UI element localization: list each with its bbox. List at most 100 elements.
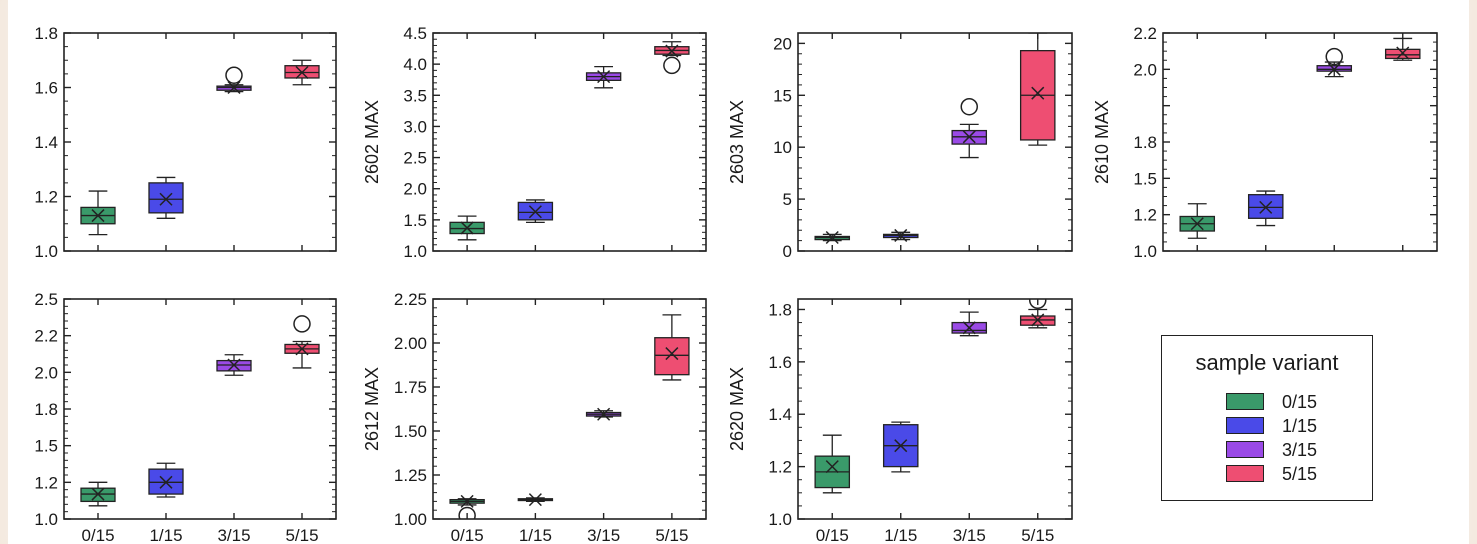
mean-marker (597, 407, 611, 421)
y-tick-label: 1.5 (403, 211, 427, 230)
y-tick-label: 1.6 (768, 353, 792, 372)
mean-marker (665, 347, 679, 361)
legend-label: 0/15 (1282, 392, 1318, 412)
y-tick-label: 2.2 (34, 327, 58, 346)
mean-marker (962, 130, 976, 144)
y-tick-label: 1.50 (394, 422, 427, 441)
y-tick-label: 1.8 (34, 24, 58, 43)
box-0/15 (449, 215, 485, 241)
box-5/15 (1019, 33, 1056, 146)
box-5/15 (284, 59, 320, 86)
y-axis-label: 2612 MAX (362, 367, 382, 451)
y-axis-label: 2610 MAX (1092, 100, 1112, 184)
outlier-point (663, 56, 681, 75)
y-tick-label: 1.8 (768, 300, 792, 319)
legend-label: 1/15 (1282, 416, 1318, 436)
mean-marker (1396, 46, 1410, 60)
chart-panel: 1.00 1.25 1.50 1.75 2.00 2.25 0/15 1/15 3/15 5/15… (362, 290, 707, 544)
mean-marker (1259, 200, 1273, 214)
mean-marker (159, 192, 173, 206)
box-0/15 (1179, 203, 1216, 239)
y-tick-label: 0 (783, 242, 792, 261)
data-layer (814, 33, 1056, 245)
x-tick-label: 3/15 (953, 526, 986, 544)
y-tick-label: 20 (773, 34, 792, 53)
plot-frame (432, 298, 707, 520)
y-tick-label: 10 (773, 138, 792, 157)
box-1/15 (517, 199, 554, 223)
x-tick-label: 5/15 (285, 526, 318, 544)
y-tick-label: 1.25 (394, 466, 427, 485)
mean-marker (597, 70, 611, 84)
box-0/15 (814, 434, 851, 494)
mean-marker (665, 44, 679, 58)
legend-label: 3/15 (1282, 440, 1318, 460)
plot-frame (797, 32, 1073, 252)
mean-marker (91, 209, 105, 223)
y-axis-label: 2603 MAX (727, 100, 747, 184)
plot-frame (797, 298, 1073, 520)
y-tick-label: 1.4 (34, 133, 58, 152)
y-tick-label: 1.0 (34, 242, 58, 261)
y-axis-label: 2602 MAX (362, 100, 382, 184)
box-1/15 (882, 421, 919, 473)
y-tick-label: 1.5 (1133, 169, 1157, 188)
mean-marker (825, 460, 839, 474)
y-tick-label: 1.2 (34, 188, 58, 207)
y-tick-label: 1.0 (1133, 242, 1157, 261)
data-layer (1179, 37, 1421, 239)
x-tick-label: 5/15 (1021, 526, 1054, 544)
box-3/15 (1316, 47, 1353, 78)
box-3/15 (216, 66, 252, 95)
mean-marker (894, 439, 908, 453)
y-tick-label: 2.2 (1133, 24, 1157, 43)
data-layer (449, 41, 690, 241)
data-layer (814, 299, 1056, 494)
y-tick-label: 1.0 (403, 242, 427, 261)
mean-marker (460, 221, 474, 235)
y-tick-label: 1.00 (394, 510, 427, 529)
box-1/15 (517, 493, 554, 507)
x-tick-label: 1/15 (884, 526, 917, 544)
y-tick-label: 1.6 (34, 79, 58, 98)
y-tick-label: 1.5 (34, 437, 58, 456)
box-5/15 (1019, 299, 1056, 329)
box-3/15 (585, 407, 622, 421)
box-0/15 (80, 481, 116, 507)
box-0/15 (449, 494, 485, 519)
x-tick-label: 3/15 (217, 526, 250, 544)
y-tick-label: 3.0 (403, 117, 427, 136)
chart-panel: 1.0 1.2 1.5 1.8 2.0 2.2 2610 MAX (1092, 24, 1438, 261)
chart-panel: 1.0 1.2 1.4 1.6 1.8 0/15 1/15 3/15 5/15 2620 MAX (727, 298, 1073, 544)
box-iqr (148, 182, 184, 214)
y-tick-label: 4.5 (403, 24, 427, 43)
mean-marker (295, 65, 309, 80)
mean-marker (1190, 217, 1204, 231)
y-tick-label: 2.5 (34, 290, 58, 309)
mean-marker (528, 205, 542, 219)
chart-panel: 1.0 1.5 2.0 2.5 3.0 3.5 4.0 4.5 2602 MAX (362, 24, 707, 261)
y-tick-label: 2.00 (394, 334, 427, 353)
y-tick-label: 1.0 (768, 510, 792, 529)
y-tick-label: 1.2 (768, 458, 792, 477)
mean-marker (1327, 62, 1341, 76)
plot-frame (432, 32, 707, 252)
outlier-point (1325, 47, 1343, 66)
box-5/15 (654, 41, 690, 75)
data-layer (80, 315, 320, 507)
legend-label: 5/15 (1282, 464, 1318, 484)
mean-marker (159, 475, 173, 489)
y-tick-label: 3.5 (403, 86, 427, 105)
legend-swatch (1226, 417, 1264, 434)
box-3/15 (951, 311, 988, 337)
data-layer (80, 59, 320, 236)
outlier-point (1029, 299, 1047, 310)
mean-marker (825, 230, 839, 245)
box-0/15 (80, 190, 116, 236)
outlier-point (960, 97, 978, 116)
box-3/15 (585, 65, 622, 89)
mean-marker (227, 80, 241, 95)
x-tick-label: 1/15 (149, 526, 182, 544)
box-0/15 (814, 230, 851, 245)
